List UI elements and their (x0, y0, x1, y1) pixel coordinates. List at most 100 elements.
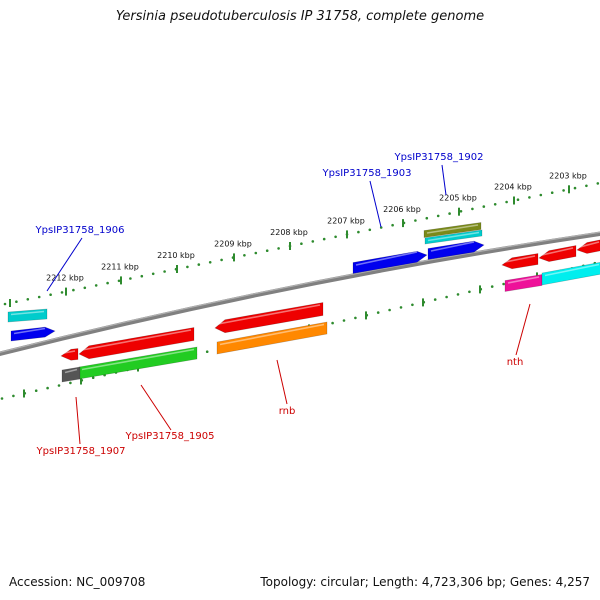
gene-label-leader (369, 180, 382, 228)
gene-feature-highlight (430, 241, 475, 252)
map-title: Yersinia pseudotuberculosis IP 31758, co… (115, 9, 485, 24)
ruler-dot (357, 230, 360, 234)
ruler-dot (391, 223, 394, 227)
gene-feature-highlight (579, 241, 600, 248)
ruler-dot (573, 186, 577, 190)
ruler-dot (471, 207, 474, 211)
ruler-dot (151, 272, 155, 276)
ruler-dot (140, 274, 144, 278)
ruler-dot (388, 308, 391, 312)
ruler-dot (468, 290, 471, 294)
gene-label-leader (46, 237, 83, 292)
gene-label-leader (75, 396, 81, 445)
ruler-dot (57, 384, 61, 387)
ruler-dot (399, 306, 403, 309)
gene-label: YpsIP31758_1902 (394, 152, 484, 163)
ruler-dot (243, 254, 246, 257)
gene-label: YpsIP31758_1903 (322, 168, 412, 179)
gene-feature-highlight (427, 231, 480, 242)
gene-feature (423, 222, 482, 238)
gene-feature-highlight (63, 350, 76, 354)
gene-feature (10, 326, 56, 342)
ruler-tick-label: 2212 kbp (46, 274, 84, 283)
gene-feature-highlight (541, 247, 574, 256)
gene-feature (216, 321, 328, 355)
gene-feature-highlight (81, 329, 192, 351)
ruler-dot (129, 277, 132, 280)
ruler-dot (376, 311, 380, 314)
gene-feature (427, 240, 485, 260)
ruler-dot (311, 240, 315, 243)
ruler-dot (354, 316, 357, 320)
ruler-dot (3, 302, 7, 306)
gene-feature (538, 245, 577, 262)
gene-feature-highlight (64, 368, 78, 374)
ruler-tick-label: 2211 kbp (101, 262, 139, 271)
ruler-dot (539, 193, 543, 197)
ruler-dot (490, 285, 494, 288)
ruler-dot (72, 288, 75, 292)
ruler-dot (445, 295, 448, 299)
genome-info-label: Topology: circular; Length: 4,723,306 bp… (260, 575, 590, 589)
ruler-dot (482, 205, 486, 208)
ruler-dot (411, 303, 414, 307)
gene-label: nth (507, 357, 524, 368)
gene-feature-highlight (10, 310, 45, 316)
ruler-dot (585, 184, 588, 188)
gene-label: YpsIP31758_1907 (36, 446, 126, 457)
ruler-dot (425, 216, 429, 220)
gene-feature (78, 327, 195, 360)
ruler-dot (596, 182, 600, 185)
gene-feature-highlight (544, 263, 600, 277)
gene-label: YpsIP31758_1906 (35, 225, 125, 236)
ruler-dot (37, 295, 41, 299)
gene-feature-highlight (217, 304, 321, 325)
gene-feature-highlight (507, 276, 540, 284)
gene-feature (7, 308, 48, 323)
ruler-dot (322, 237, 326, 241)
gene-feature-highlight (219, 323, 325, 346)
ruler-dot (83, 286, 87, 290)
ruler-dot (342, 319, 346, 322)
gene-feature-highlight (426, 224, 479, 234)
ruler-dot (106, 281, 109, 285)
ruler-dot (265, 249, 269, 252)
ruler-dot (436, 214, 440, 218)
ruler-dot (46, 386, 49, 390)
ruler-dot (0, 397, 4, 400)
gene-feature-highlight (504, 255, 536, 263)
gene-feature-highlight (81, 348, 195, 371)
gene-feature (504, 274, 543, 292)
ruler-tick-label: 2205 kbp (439, 194, 477, 203)
ruler-tick-label: 2209 kbp (214, 239, 252, 248)
ruler-dot (459, 210, 463, 213)
ruler-tick-label: 2210 kbp (157, 251, 195, 260)
ruler-dot (334, 235, 337, 239)
ruler-dot (368, 228, 372, 232)
gene-label: YpsIP31758_1905 (125, 431, 215, 442)
ruler-dot (205, 350, 209, 354)
ruler-dot (277, 247, 280, 250)
gene-label: rnb (279, 406, 296, 417)
ruler-dot (12, 394, 15, 398)
gene-feature (352, 250, 428, 274)
ruler-dot (60, 291, 64, 294)
gene-label-leader (441, 164, 447, 196)
ruler-dot (15, 300, 18, 304)
ruler-dot (493, 203, 497, 206)
genome-backbone-highlight (0, 231, 600, 353)
ruler-tick-label: 2204 kbp (494, 183, 532, 192)
ruler-dot (550, 191, 554, 194)
gene-feature (424, 229, 483, 245)
ruler-dot (331, 321, 334, 325)
ruler-dot (448, 212, 451, 215)
gene-label-leader (140, 384, 172, 431)
ruler-tick-label: 2208 kbp (270, 228, 308, 237)
ruler-dot (254, 251, 258, 255)
ruler-dot (34, 389, 38, 393)
ruler-dot (49, 293, 52, 297)
gene-feature (501, 253, 539, 270)
gene-label-leader (515, 303, 531, 356)
gene-feature (60, 348, 79, 361)
